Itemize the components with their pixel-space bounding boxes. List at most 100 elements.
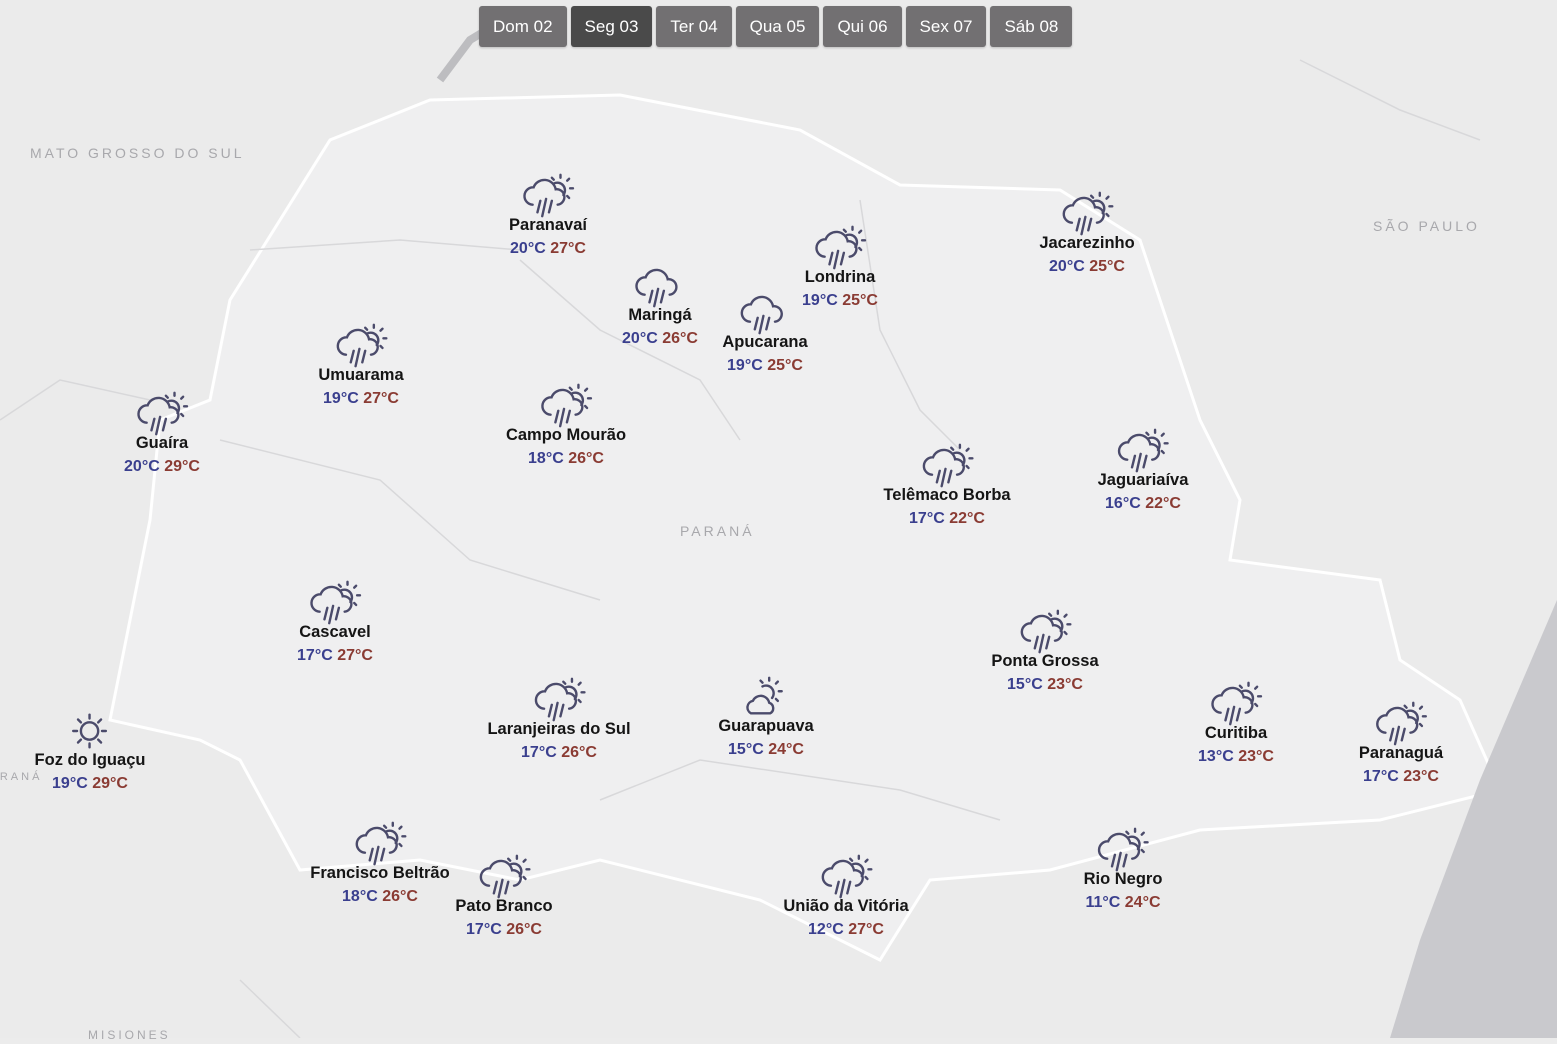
city-temps: 15°C 23°C bbox=[991, 676, 1098, 694]
city-name: Laranjeiras do Sul bbox=[487, 720, 631, 738]
max-temp: 24°C bbox=[768, 741, 804, 758]
max-temp: 23°C bbox=[1403, 768, 1439, 785]
day-tab-1[interactable]: Seg 03 bbox=[570, 6, 653, 47]
city-temps: 13°C 23°C bbox=[1198, 748, 1274, 766]
partly-cloudy-icon bbox=[746, 673, 796, 715]
max-temp: 25°C bbox=[767, 357, 803, 374]
min-temp: 17°C bbox=[466, 921, 502, 938]
city-forecast[interactable]: Curitiba 13°C 23°C bbox=[1198, 680, 1274, 766]
max-temp: 26°C bbox=[662, 330, 698, 347]
city-name: Londrina bbox=[804, 268, 876, 286]
city-name: Umuarama bbox=[318, 366, 404, 384]
region-label-paraguay-parana: PARANÁ bbox=[0, 771, 43, 783]
max-temp: 27°C bbox=[363, 390, 399, 407]
max-temp: 26°C bbox=[506, 921, 542, 938]
rain-sun-icon bbox=[1206, 680, 1266, 728]
city-name: Rio Negro bbox=[1083, 870, 1163, 888]
day-tab-3[interactable]: Qua 05 bbox=[735, 6, 820, 47]
min-temp: 17°C bbox=[909, 510, 945, 527]
day-tab-2[interactable]: Ter 04 bbox=[656, 6, 732, 47]
city-name: Guarapuava bbox=[718, 717, 814, 735]
min-temp: 11°C bbox=[1085, 894, 1121, 911]
city-forecast[interactable]: Paranaguá 17°C 23°C bbox=[1359, 700, 1443, 786]
min-temp: 12°C bbox=[808, 921, 844, 938]
rain-sun-icon bbox=[331, 322, 391, 370]
rain-icon bbox=[735, 289, 795, 337]
city-forecast[interactable]: Londrina 19°C 25°C bbox=[802, 224, 878, 310]
rain-sun-icon bbox=[518, 172, 578, 220]
region-label-parana: PARANÁ bbox=[680, 523, 755, 539]
city-forecast[interactable]: Telêmaco Borba 17°C 22°C bbox=[883, 442, 1011, 528]
city-temps: 17°C 26°C bbox=[455, 921, 552, 939]
min-temp: 20°C bbox=[622, 330, 658, 347]
min-temp: 20°C bbox=[510, 240, 546, 257]
city-temps: 17°C 26°C bbox=[487, 744, 630, 762]
min-temp: 17°C bbox=[521, 744, 557, 761]
min-temp: 19°C bbox=[323, 390, 359, 407]
city-forecast[interactable]: Francisco Beltrão 18°C 26°C bbox=[310, 820, 450, 906]
city-name: União da Vitória bbox=[783, 897, 909, 915]
city-forecast[interactable]: Umuarama 19°C 27°C bbox=[318, 322, 404, 408]
city-temps: 18°C 26°C bbox=[506, 450, 626, 468]
rain-icon bbox=[630, 262, 690, 310]
city-forecast[interactable]: Ponta Grossa 15°C 23°C bbox=[991, 608, 1099, 694]
city-forecast[interactable]: Guaíra 20°C 29°C bbox=[124, 390, 200, 476]
min-temp: 15°C bbox=[728, 741, 764, 758]
rain-sun-icon bbox=[1371, 700, 1431, 748]
min-temp: 13°C bbox=[1198, 748, 1234, 765]
city-forecast[interactable]: Pato Branco 17°C 26°C bbox=[455, 853, 553, 939]
region-label-mato-grosso-do-sul: MATO GROSSO DO SUL bbox=[30, 145, 245, 161]
city-temps: 15°C 24°C bbox=[718, 741, 813, 759]
city-name: Francisco Beltrão bbox=[310, 864, 450, 882]
city-temps: 20°C 26°C bbox=[622, 330, 698, 348]
max-temp: 26°C bbox=[561, 744, 597, 761]
city-forecast[interactable]: Cascavel 17°C 27°C bbox=[297, 579, 373, 665]
rain-sun-icon bbox=[1015, 608, 1075, 656]
city-forecast[interactable]: Laranjeiras do Sul 17°C 26°C bbox=[487, 676, 631, 762]
min-temp: 18°C bbox=[342, 888, 378, 905]
max-temp: 25°C bbox=[842, 292, 878, 309]
max-temp: 29°C bbox=[164, 458, 200, 475]
city-forecast[interactable]: Jacarezinho 20°C 25°C bbox=[1039, 190, 1135, 276]
city-temps: 19°C 25°C bbox=[802, 292, 878, 310]
rain-sun-icon bbox=[816, 853, 876, 901]
max-temp: 27°C bbox=[337, 647, 373, 664]
min-temp: 19°C bbox=[52, 775, 88, 792]
city-forecast[interactable]: Campo Mourão 18°C 26°C bbox=[506, 382, 626, 468]
day-tab-5[interactable]: Sex 07 bbox=[905, 6, 987, 47]
city-forecast[interactable]: Rio Negro 11°C 24°C bbox=[1083, 826, 1163, 912]
min-temp: 17°C bbox=[1363, 768, 1399, 785]
day-tab-4[interactable]: Qui 06 bbox=[823, 6, 902, 47]
rain-sun-icon bbox=[1057, 190, 1117, 238]
city-name: Pato Branco bbox=[455, 897, 553, 915]
city-name: Paranaguá bbox=[1358, 744, 1444, 762]
city-forecast[interactable]: Foz do Iguaçu 19°C 29°C bbox=[35, 707, 146, 793]
max-temp: 22°C bbox=[949, 510, 985, 527]
city-name: Apucarana bbox=[722, 333, 808, 351]
rain-sun-icon bbox=[132, 390, 192, 438]
city-forecast[interactable]: Paranavaí 20°C 27°C bbox=[509, 172, 587, 258]
rain-sun-icon bbox=[350, 820, 410, 868]
city-name: Jacarezinho bbox=[1039, 234, 1135, 252]
city-forecast[interactable]: União da Vitória 12°C 27°C bbox=[783, 853, 909, 939]
min-temp: 20°C bbox=[1049, 258, 1085, 275]
city-name: Curitiba bbox=[1204, 724, 1268, 742]
max-temp: 29°C bbox=[92, 775, 128, 792]
day-tab-6[interactable]: Sáb 08 bbox=[990, 6, 1073, 47]
day-tab-0[interactable]: Dom 02 bbox=[479, 6, 567, 47]
city-name: Campo Mourão bbox=[505, 426, 627, 444]
rain-sun-icon bbox=[1113, 427, 1173, 475]
city-name: Paranavaí bbox=[509, 216, 587, 234]
rain-sun-icon bbox=[810, 224, 870, 272]
rain-sun-icon bbox=[536, 382, 596, 430]
city-temps: 19°C 29°C bbox=[35, 775, 146, 793]
city-forecast[interactable]: Jaguariaíva 16°C 22°C bbox=[1098, 427, 1188, 513]
rain-sun-icon bbox=[305, 579, 365, 627]
min-temp: 15°C bbox=[1007, 676, 1043, 693]
city-forecast[interactable]: Maringá 20°C 26°C bbox=[622, 262, 698, 348]
city-temps: 17°C 23°C bbox=[1359, 768, 1443, 786]
city-name: Telêmaco Borba bbox=[883, 486, 1011, 504]
city-forecast[interactable]: Guarapuava 15°C 24°C bbox=[718, 673, 814, 759]
city-forecast[interactable]: Apucarana 19°C 25°C bbox=[722, 289, 808, 375]
